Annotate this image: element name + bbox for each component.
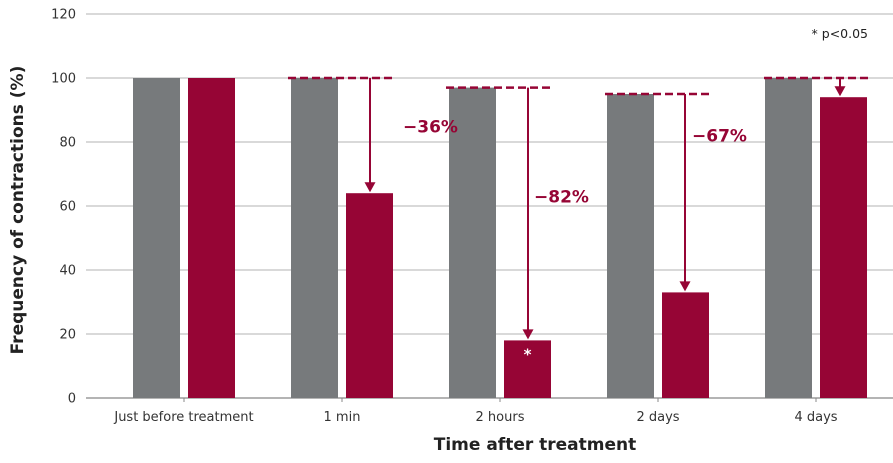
percent-change-label: −36% — [403, 117, 458, 137]
y-tick-label: 20 — [59, 328, 76, 343]
significance-star: * — [524, 345, 532, 363]
x-tick-label: 1 min — [324, 410, 361, 425]
significance-note: * p<0.05 — [812, 26, 868, 41]
y-tick-label: 40 — [59, 264, 76, 279]
percent-change-label: −67% — [692, 127, 747, 147]
change-arrow-head — [679, 281, 691, 292]
percent-change-label: −82% — [534, 187, 589, 207]
x-axis-ticks: Just before treatment 1 min 2 hours 2 days 4… — [113, 398, 838, 425]
y-axis-title: Frequency of contractions (%) — [8, 66, 28, 355]
bar-before — [133, 78, 180, 398]
y-tick-label: 120 — [51, 8, 76, 23]
y-axis-ticks: 0 20 40 60 80 100 120 — [51, 8, 76, 407]
bar-before — [765, 78, 812, 398]
x-tick-label: 2 hours — [476, 410, 525, 425]
bar-after — [346, 193, 393, 398]
change-annotations: −36% −82% −67% * — [288, 76, 868, 363]
bar-before — [291, 78, 338, 398]
x-tick-label: 2 days — [636, 410, 679, 425]
bar-after — [662, 292, 709, 398]
change-arrow-head — [522, 329, 534, 340]
y-tick-label: 100 — [51, 72, 76, 87]
bar-after — [504, 340, 551, 398]
x-tick-label: Just before treatment — [113, 410, 253, 425]
y-tick-label: 80 — [59, 136, 76, 151]
bars — [133, 78, 867, 398]
bar-after — [188, 78, 235, 398]
change-arrow-head — [364, 182, 376, 193]
x-axis-title: Time after treatment — [434, 435, 637, 455]
x-tick-label: 4 days — [794, 410, 837, 425]
bar-before — [449, 87, 496, 398]
y-tick-label: 0 — [68, 392, 76, 407]
change-arrow-head — [834, 86, 846, 97]
bar-after — [820, 97, 867, 398]
y-tick-label: 60 — [59, 200, 76, 215]
bar-before — [607, 94, 654, 398]
